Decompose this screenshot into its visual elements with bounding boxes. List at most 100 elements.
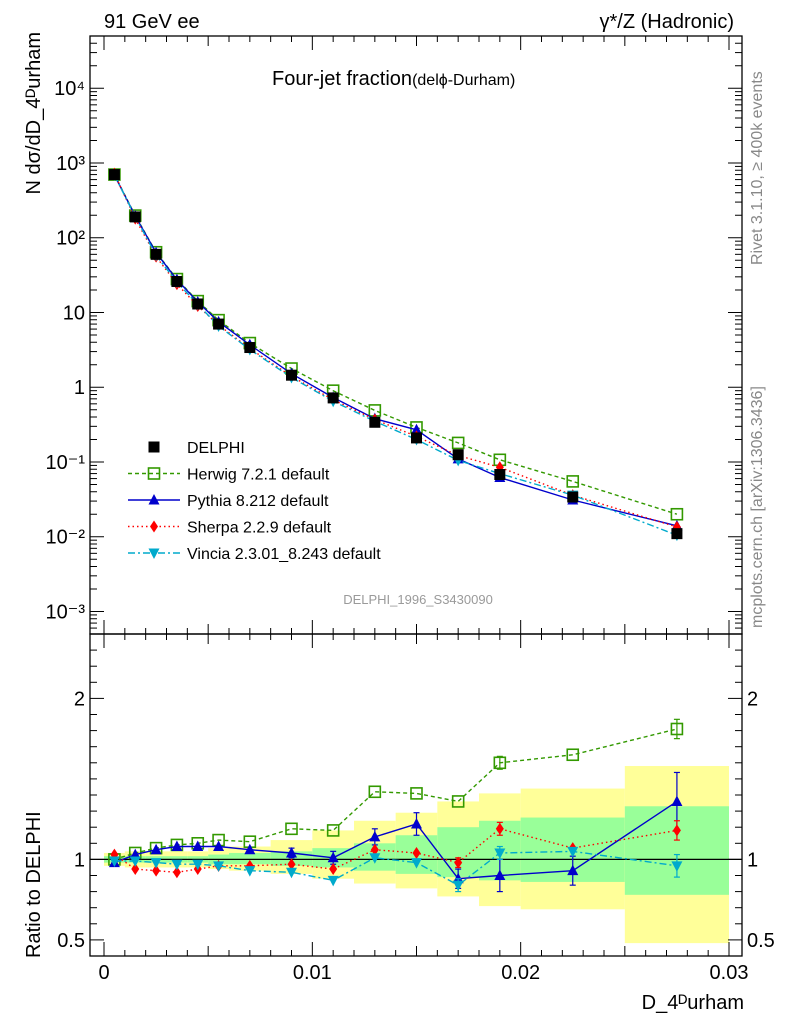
sherpa-ratio-point <box>172 866 181 879</box>
herwig-ratio-point <box>410 787 423 800</box>
rivet-label: Rivet 3.1.10, ≥ 400k events <box>749 71 766 265</box>
ratio-tick-label-left: 2 <box>74 688 85 710</box>
y-tick-label: 10 <box>63 302 85 324</box>
legend-delphi-marker <box>148 441 160 453</box>
chart-title: Four-jet fraction(delϕ-Durham) <box>272 68 515 90</box>
vincia-ratio-point <box>411 858 422 869</box>
x-tick-label: 0.01 <box>293 962 332 984</box>
delphi-point <box>452 449 464 461</box>
mcplots-label: mcplots.cern.ch [arXiv:1306.3436] <box>749 386 766 628</box>
ratio-tick-label-right: 0.5 <box>747 930 775 952</box>
sherpa-ratio-point <box>495 822 504 835</box>
legend-sherpa-label: Sherpa 2.2.9 default <box>187 520 332 537</box>
vincia-ratio-point <box>452 880 464 892</box>
pythia-ratio-point <box>286 846 297 858</box>
herwig-ratio-point <box>326 824 340 837</box>
pythia-ratio-point <box>452 872 464 884</box>
x-tick-label: 0.02 <box>501 962 540 984</box>
vincia-ratio-point <box>108 856 120 868</box>
y-tick-label: 10⁻² <box>46 527 86 549</box>
main-frame <box>89 35 743 635</box>
ratio-y-axis-label: Ratio to DELPHI <box>23 811 45 958</box>
delphi-point <box>213 318 225 330</box>
vincia-ratio-line <box>114 850 677 887</box>
pythia-ratio-point <box>327 851 339 863</box>
legend-herwig-marker <box>147 467 161 480</box>
pythia-point <box>411 423 422 435</box>
series-layer <box>108 167 684 893</box>
pythia-ratio-point <box>494 869 506 880</box>
y-tick-label: 10⁴ <box>54 78 85 100</box>
y-axis-label: N dσ/dD_4ᴰurham <box>23 32 45 195</box>
legend-pythia-label: Pythia 8.212 default <box>187 493 329 510</box>
pythia-ratio-point <box>129 848 141 860</box>
herwig-ratio-point <box>566 748 580 762</box>
sherpa-ratio-point <box>287 858 296 871</box>
chart-title-sub: (delϕ-Durham) <box>412 72 515 89</box>
herwig-ratio-point <box>493 756 507 770</box>
ratio-tick-label-right: 1 <box>747 849 758 871</box>
pythia-ratio-point <box>369 830 381 842</box>
y-tick-label: 1 <box>74 377 85 399</box>
ratio-tick-label-left: 0.5 <box>57 930 85 952</box>
vincia-ratio-point <box>494 848 506 859</box>
vincia-ratio-point <box>129 856 141 868</box>
axes: 10⁻³ 10⁻² 10⁻¹ 1 10 10² 10³ 10⁴ 0 0.01 0.02 0.03 0.5… <box>46 35 775 984</box>
herwig-ratio-point <box>285 822 298 836</box>
delphi-point <box>286 369 297 381</box>
vincia-ratio-point <box>286 867 297 879</box>
delphi-point <box>192 298 204 310</box>
header-right: γ*/Z (Hadronic) <box>600 11 734 33</box>
band-stat <box>229 852 271 865</box>
x-axis-label: D_4ᴰurham <box>642 992 744 1014</box>
herwig-point <box>451 436 465 450</box>
vincia-ratio-point <box>171 859 183 871</box>
delphi-point <box>671 528 683 540</box>
sherpa-ratio-point <box>672 824 681 837</box>
legend-vincia-marker <box>148 548 160 559</box>
pythia-ratio-point <box>411 817 422 829</box>
delphi-point <box>494 469 506 481</box>
sherpa-ratio-point <box>412 846 421 859</box>
vincia-ratio-point <box>150 858 162 869</box>
pythia-ratio-point <box>192 840 204 852</box>
x-tick-label: 0 <box>98 962 109 984</box>
ratio-tick-label-left: 1 <box>74 849 85 871</box>
legend-delphi-label: DELPHI <box>187 440 245 457</box>
vincia-ratio-point <box>671 861 683 872</box>
header-left: 91 GeV ee <box>104 11 200 33</box>
y-tick-label: 10⁻¹ <box>46 452 86 474</box>
vincia-ratio-point <box>567 846 579 858</box>
delphi-point <box>567 491 579 503</box>
chart-title-main: Four-jet fraction <box>272 68 412 90</box>
delphi-point <box>244 342 256 354</box>
y-tick-label: 10² <box>56 228 85 250</box>
y-tick-label: 10³ <box>56 153 85 175</box>
x-tick-label: 0.03 <box>710 962 749 984</box>
vincia-ratio-point <box>213 861 225 872</box>
pythia-ratio-point <box>171 840 183 852</box>
vincia-ratio-point <box>327 875 339 887</box>
analysis-label: DELPHI_1996_S3430090 <box>343 592 493 607</box>
delphi-point <box>327 392 339 404</box>
delphi-point <box>171 275 183 287</box>
sherpa-ratio-point <box>370 843 379 856</box>
sherpa-ratio-point <box>152 864 161 877</box>
pythia-ratio-point <box>244 843 256 855</box>
herwig-point <box>670 507 684 521</box>
legend-vincia-label: Vincia 2.3.01_8.243 default <box>187 546 381 563</box>
legend-herwig-label: Herwig 7.2.1 default <box>187 467 330 484</box>
vincia-ratio-point <box>244 866 256 877</box>
herwig-point <box>566 475 580 488</box>
vincia-ratio-point <box>369 853 381 864</box>
sherpa-ratio-point <box>329 863 338 876</box>
legend-sherpa-marker <box>150 520 158 533</box>
y-tick-label: 10⁻³ <box>46 601 86 623</box>
delphi-point <box>369 416 381 428</box>
legend: DELPHI Herwig 7.2.1 default Pythia 8.212 d… <box>128 440 381 563</box>
herwig-ratio-point <box>368 785 382 799</box>
sherpa-ratio-point <box>131 863 140 876</box>
pythia-ratio-point <box>213 840 225 852</box>
delphi-point <box>129 211 141 223</box>
